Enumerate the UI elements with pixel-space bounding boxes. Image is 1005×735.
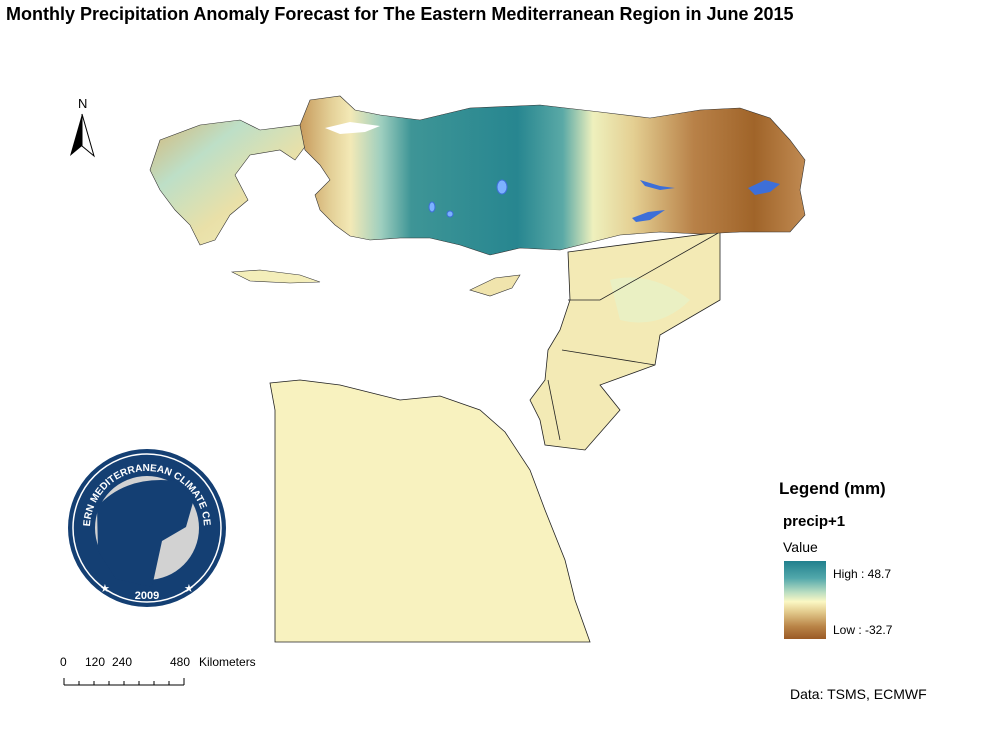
- region-egypt: [269, 379, 591, 643]
- region-turkey: [299, 95, 806, 256]
- scale-tick-240: 240: [112, 655, 133, 669]
- data-credit: Data: TSMS, ECMWF: [790, 686, 927, 702]
- lake-keban: [640, 180, 675, 190]
- lake-van: [748, 180, 780, 195]
- region-syria-green: [610, 277, 690, 323]
- lake-ataturk: [632, 210, 665, 222]
- legend-low-label: Low : -32.7: [833, 623, 893, 637]
- logo-year: 2009: [135, 590, 159, 602]
- legend-high-label: High : 48.7: [833, 567, 892, 581]
- legend-layer-name: precip+1: [783, 513, 846, 530]
- scale-bar: 0 120 240 480 Kilometers: [58, 655, 288, 691]
- region-cyprus: [469, 274, 521, 297]
- map-title: Monthly Precipitation Anomaly Forecast f…: [6, 4, 794, 24]
- lake-tuz: [496, 179, 508, 195]
- scale-unit: Kilometers: [199, 655, 256, 669]
- logo-star-right-icon: ★: [184, 582, 194, 595]
- logo-star-left-icon: ★: [100, 582, 110, 595]
- legend-field-label: Value: [783, 539, 818, 555]
- scale-tick-0: 0: [60, 655, 67, 669]
- scale-bar-graphic: [63, 678, 185, 686]
- north-arrow-icon: [70, 113, 95, 158]
- lake-egirdir: [446, 210, 454, 218]
- emcc-logo: EASTERN MEDITERRANEAN CLIMATE CENTRE 200…: [62, 439, 228, 609]
- region-greece: [149, 119, 311, 246]
- region-crete: [230, 269, 321, 284]
- lake-beysehir: [428, 201, 436, 213]
- legend-color-ramp: [784, 561, 826, 639]
- scale-tick-120: 120: [85, 655, 106, 669]
- legend-title: Legend (mm): [779, 479, 886, 498]
- sea-marmara: [325, 122, 380, 134]
- scale-tick-480: 480: [170, 655, 191, 669]
- region-levant: [529, 231, 721, 451]
- north-arrow: N: [68, 96, 98, 160]
- north-arrow-label: N: [78, 96, 88, 111]
